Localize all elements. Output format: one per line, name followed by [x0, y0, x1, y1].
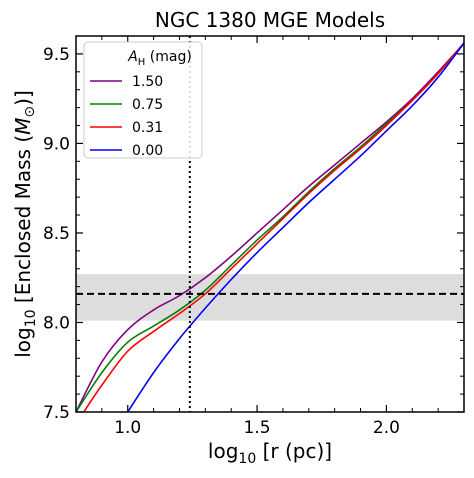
series-line-2 — [83, 42, 464, 412]
y-tick-label: 9.0 — [43, 134, 70, 154]
legend-label: 1.50 — [132, 74, 163, 90]
x-axis-label: log10 [r (pc)] — [208, 439, 332, 467]
legend-label: 0.75 — [132, 97, 163, 113]
y-tick-label: 8.0 — [43, 313, 70, 333]
legend-box — [83, 41, 203, 159]
y-axis-label: log10 [Enclosed Mass (M⊙)] — [11, 90, 39, 358]
chart-title: NGC 1380 MGE Models — [155, 8, 385, 32]
series-line-3 — [127, 42, 464, 412]
series-line-0 — [76, 42, 464, 412]
plot-frame — [75, 35, 465, 413]
x-tick-label: 2.0 — [373, 418, 400, 438]
legend: AH (mag) 1.50 0.75 0.31 0.00 — [83, 41, 203, 159]
y-tick-label: 7.5 — [43, 403, 70, 423]
x-tick-label: 1.5 — [244, 418, 271, 438]
legend-label: 0.31 — [132, 120, 163, 136]
legend-title: AH (mag) — [127, 49, 192, 68]
x-tick-label: 1.0 — [114, 418, 141, 438]
y-tick-label: 9.5 — [43, 45, 70, 65]
y-tick-label: 8.5 — [43, 224, 70, 244]
reference-band — [76, 274, 464, 321]
legend-label: 0.00 — [132, 143, 163, 159]
